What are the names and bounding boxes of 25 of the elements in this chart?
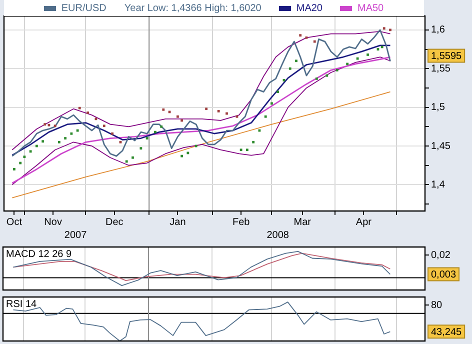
text: 0,02 <box>431 250 451 261</box>
y-tick-label: 1,6 <box>431 24 446 36</box>
legend-label: MA50 <box>357 2 384 14</box>
y-tick-label: 1,45 <box>431 140 451 152</box>
legend-label: MA20 <box>296 2 322 14</box>
x-tick-label: Apr <box>356 216 372 228</box>
text: 80 <box>431 300 443 311</box>
x2-tick-label: 2007 <box>64 230 88 241</box>
text: 0,003 <box>431 270 456 281</box>
legend-label: EUR/USD <box>61 2 106 14</box>
x-tick-label: Jan <box>170 216 186 228</box>
chart-title: RSI 14 <box>6 298 38 310</box>
y-tick-label: 1,4 <box>431 179 446 190</box>
y-tick-label: 1,55 <box>431 63 451 74</box>
x-tick-label: Dec <box>105 216 124 228</box>
text: Year Low: 1,4366 High: 1,6020 <box>124 2 262 14</box>
x-tick-label: Feb <box>232 216 250 228</box>
text: 43,245 <box>431 326 462 338</box>
x-tick-label: Oct <box>6 216 22 228</box>
text: 1,5595 <box>431 51 462 62</box>
x-tick-label: Mar <box>294 216 312 228</box>
x-tick-label: Nov <box>44 216 62 228</box>
y-tick-label: 1,5 <box>431 102 446 114</box>
chart-title: MACD 12 26 9 <box>6 248 72 260</box>
x2-tick-label: 2008 <box>266 230 290 241</box>
